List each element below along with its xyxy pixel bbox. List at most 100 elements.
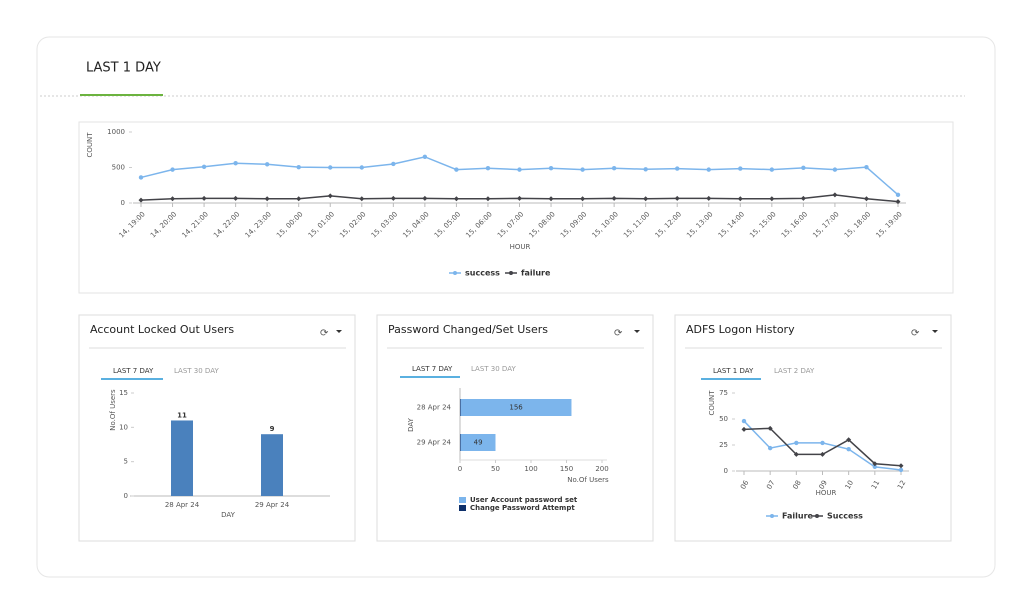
y-tick-label: 0 — [121, 199, 125, 207]
x-tick-label: 28 Apr 24 — [165, 501, 200, 509]
point — [872, 464, 878, 470]
point — [741, 418, 747, 424]
point — [138, 175, 144, 180]
y-tick-label: 29 Apr 24 — [417, 439, 452, 447]
x-tick-label: 08 — [791, 479, 802, 491]
y-axis-title: No.Of Users — [109, 389, 117, 431]
tab[interactable]: LAST 7 DAY — [412, 365, 453, 373]
point — [898, 467, 904, 473]
panel: Account Locked Out Users LAST 7 DAY LAST… — [78, 314, 356, 542]
y-tick-label: 1000 — [107, 128, 125, 136]
point — [800, 195, 806, 201]
point — [741, 426, 747, 432]
point — [895, 199, 901, 205]
tab[interactable]: LAST 2 DAY — [774, 367, 815, 375]
point — [738, 166, 743, 171]
tab[interactable]: LAST 1 DAY — [713, 367, 754, 375]
point — [898, 463, 904, 469]
point — [390, 195, 396, 201]
point — [296, 196, 302, 202]
point — [170, 167, 175, 172]
y-tick-label: 10 — [119, 423, 128, 431]
legend-marker — [509, 271, 513, 275]
point — [872, 461, 878, 467]
panel-box — [674, 314, 952, 542]
value-label: 156 — [509, 404, 523, 412]
legend-marker — [453, 271, 457, 275]
x-tick-label: 200 — [595, 465, 608, 473]
point — [548, 166, 554, 171]
point — [611, 166, 617, 171]
bar — [261, 434, 283, 496]
point — [264, 196, 270, 202]
tab[interactable]: LAST 30 DAY — [174, 367, 219, 375]
x-tick-label: 06 — [739, 479, 751, 491]
legend-label: failure — [521, 269, 551, 278]
y-axis-title: COUNT — [86, 132, 94, 158]
y-tick-label: 500 — [112, 164, 125, 172]
y-tick-label: 50 — [719, 415, 728, 423]
refresh-icon[interactable]: ⟳ — [614, 328, 623, 339]
point — [327, 193, 333, 199]
x-tick-label: 12 — [896, 479, 907, 491]
point — [794, 440, 799, 446]
point — [674, 195, 680, 201]
refresh-icon[interactable]: ⟳ — [911, 328, 920, 339]
point — [864, 164, 869, 170]
y-axis-title: COUNT — [708, 390, 716, 416]
point — [548, 196, 554, 202]
y-tick-label: 5 — [124, 458, 128, 466]
point — [846, 446, 851, 452]
point — [737, 196, 743, 202]
value-label: 11 — [177, 411, 187, 419]
x-tick-label: 150 — [560, 465, 573, 473]
point — [264, 162, 270, 167]
point — [485, 166, 491, 171]
point — [706, 167, 711, 172]
point — [820, 451, 825, 457]
y-tick-label: 28 Apr 24 — [417, 404, 452, 412]
y-tick-label: 25 — [719, 441, 728, 449]
tab[interactable]: LAST 30 DAY — [471, 365, 516, 373]
legend-swatch — [459, 505, 466, 511]
point — [328, 165, 333, 170]
y-tick-label: 0 — [124, 492, 128, 500]
legend-swatch — [459, 497, 466, 503]
point — [485, 196, 491, 202]
x-tick-label: 10 — [844, 479, 855, 491]
point — [769, 167, 775, 172]
legend-label: Change Password Attempt — [470, 504, 575, 512]
legend-label: Success — [827, 512, 863, 521]
point — [832, 167, 838, 172]
point — [611, 195, 617, 201]
x-axis-title: HOUR — [510, 243, 531, 251]
point — [359, 165, 364, 170]
legend-marker — [770, 514, 774, 518]
point — [454, 167, 459, 172]
tab[interactable]: LAST 7 DAY — [113, 367, 154, 375]
x-tick-label: 50 — [491, 465, 500, 473]
point — [895, 192, 901, 198]
panel: Password Changed/Set Users LAST 7 DAY LA… — [376, 314, 654, 542]
x-tick-label: 29 Apr 24 — [255, 501, 290, 509]
menu-caret[interactable] — [634, 330, 640, 333]
menu-caret[interactable] — [932, 330, 938, 333]
point — [793, 451, 799, 457]
x-axis-title: DAY — [221, 511, 236, 519]
point — [296, 164, 301, 170]
panel-title: Password Changed/Set Users — [388, 323, 548, 336]
panel-title: Account Locked Out Users — [90, 323, 234, 336]
point — [863, 196, 869, 202]
refresh-icon[interactable]: ⟳ — [320, 328, 329, 339]
point — [170, 196, 176, 202]
point — [517, 195, 522, 201]
chart-box — [78, 121, 954, 294]
legend-label: User Account password set — [470, 496, 578, 504]
panel-box — [78, 314, 356, 542]
point — [391, 161, 396, 167]
point — [820, 440, 825, 446]
point — [422, 195, 428, 201]
menu-caret[interactable] — [336, 330, 342, 333]
point — [767, 425, 773, 431]
y-tick-label: 75 — [719, 389, 728, 397]
